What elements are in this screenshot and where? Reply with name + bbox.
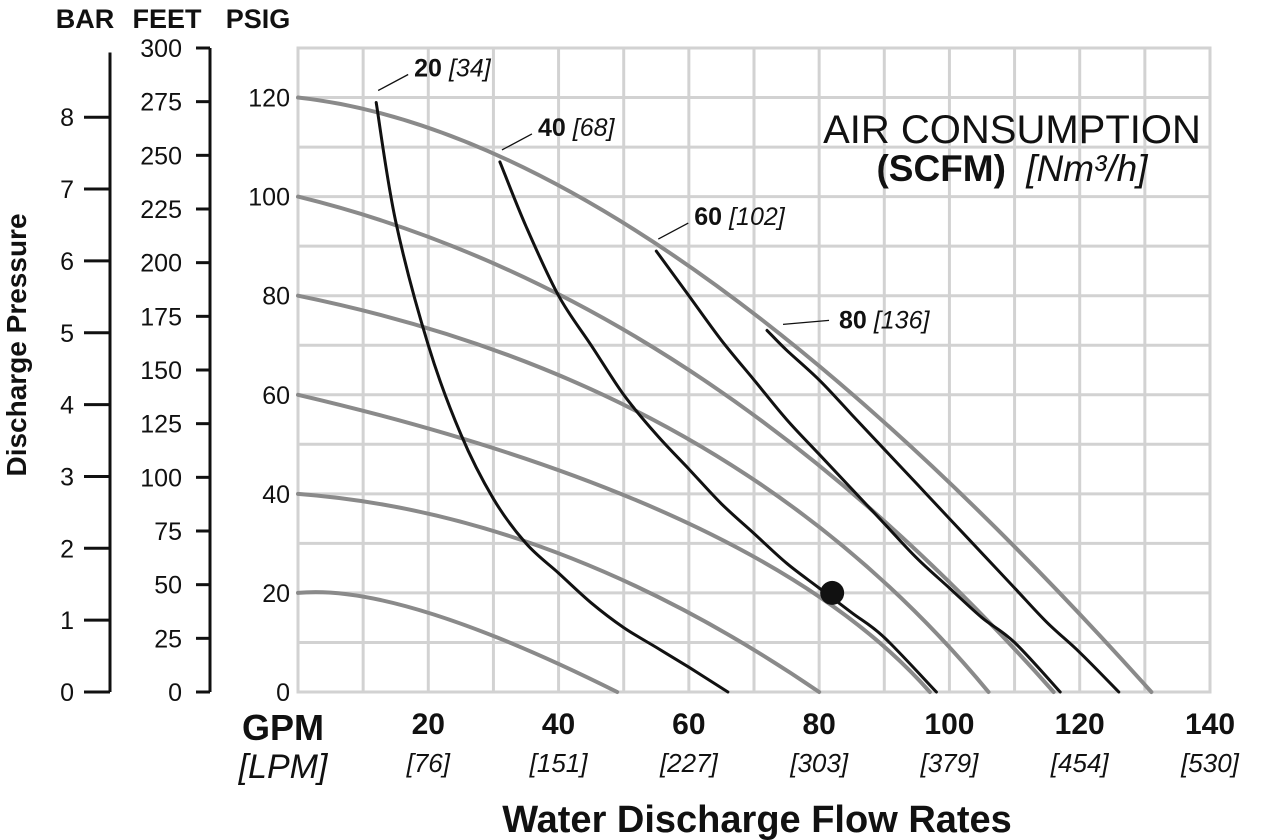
x-axis-title: Water Discharge Flow Rates	[502, 799, 1012, 840]
air-label-scfm: 40	[538, 114, 566, 142]
x-tick-label-gpm: 20	[412, 708, 445, 741]
bar-tick-label: 8	[60, 104, 74, 132]
x-tick-label-lpm: [151]	[529, 748, 589, 778]
air-curve-40	[498, 160, 938, 694]
pressure-curve	[296, 491, 822, 694]
air-label-nm3h: [136]	[873, 306, 931, 334]
pressure-curve	[296, 590, 620, 694]
chart-grid	[296, 46, 1212, 694]
air-label-60: 60 [102]	[694, 203, 785, 231]
psig-tick-label: 80	[262, 283, 290, 311]
pressure-curve	[296, 392, 932, 694]
feet-tick-label: 100	[140, 464, 182, 492]
feet-tick-label: 300	[140, 35, 182, 63]
psig-axis-header: PSIG	[226, 4, 291, 34]
bar-tick-label: 1	[60, 607, 74, 635]
plot-frame	[296, 46, 1212, 694]
bar-tick-label: 5	[60, 320, 74, 348]
air-label-scfm: 60	[694, 203, 722, 231]
bar-tick-label: 6	[60, 248, 74, 276]
air-label-leader	[657, 222, 689, 240]
feet-tick-label: 200	[140, 250, 182, 278]
x-unit-lpm: [LPM]	[238, 748, 329, 786]
bar-tick-label: 0	[60, 679, 74, 707]
psig-tick-label: 60	[262, 382, 290, 410]
feet-tick-label: 0	[168, 679, 182, 707]
psig-tick-label: 120	[248, 85, 290, 113]
y-axis-title: Discharge Pressure	[1, 213, 32, 476]
feet-tick-label: 275	[140, 89, 182, 117]
air-label-20: 20 [34]	[414, 54, 492, 82]
psig-tick-label: 40	[262, 481, 290, 509]
air-label-nm3h: [102]	[728, 203, 786, 231]
feet-tick-label: 250	[140, 142, 182, 170]
bar-tick-label: 3	[60, 463, 74, 491]
x-tick-label-lpm: [379]	[920, 748, 980, 778]
air-label-leader	[501, 133, 533, 151]
bar-tick-label: 7	[60, 176, 74, 204]
psig-tick-label: 100	[248, 184, 290, 212]
x-tick-label-gpm: 40	[542, 708, 575, 741]
air-curve-20	[374, 101, 730, 694]
x-tick-label-gpm: 60	[672, 708, 705, 741]
pressure-curves	[296, 95, 1154, 694]
legend-unit-nm3h: [Nm³/h]	[1025, 148, 1148, 189]
bar-tick-label: 2	[60, 535, 74, 563]
feet-tick-label: 25	[154, 625, 182, 653]
air-consumption-curves: 20 [34] 40 [68] 60 [102] 80 [136]	[374, 54, 1121, 694]
legend-subtitle: (SCFM) [Nm³/h]	[876, 148, 1148, 189]
x-unit-gpm: GPM	[242, 707, 324, 748]
air-curve-60	[654, 249, 1062, 694]
air-label-scfm: 80	[839, 306, 867, 334]
air-label-nm3h: [34]	[448, 54, 492, 82]
feet-tick-label: 150	[140, 357, 182, 385]
feet-tick-label: 175	[140, 303, 182, 331]
bar-axis-header: BAR	[56, 4, 115, 34]
x-tick-label-lpm: [454]	[1050, 748, 1110, 778]
x-tick-label-gpm: 80	[802, 708, 835, 741]
pressure-curve	[296, 194, 1056, 694]
psig-tick-label: 20	[262, 580, 290, 608]
psig-tick-label: 0	[276, 679, 290, 707]
x-tick-label-lpm: [76]	[406, 748, 451, 778]
chart-axes: 0204060801001200255075100125150175200225…	[60, 35, 1240, 778]
operating-point-marker	[820, 580, 845, 605]
feet-tick-label: 50	[154, 572, 182, 600]
pressure-curve	[296, 293, 991, 694]
x-tick-label-gpm: 100	[924, 708, 974, 741]
air-label-scfm: 20	[414, 54, 442, 82]
air-label-40: 40 [68]	[538, 114, 616, 142]
air-label-leader	[377, 73, 409, 92]
air-curve-80	[765, 328, 1121, 694]
feet-tick-label: 225	[140, 196, 182, 224]
pressure-curve	[296, 95, 1154, 694]
bar-tick-label: 4	[60, 392, 74, 420]
feet-tick-label: 125	[140, 411, 182, 439]
legend-unit-scfm: (SCFM)	[876, 148, 1005, 189]
air-label-nm3h: [68]	[572, 114, 616, 142]
x-tick-label-gpm: 140	[1185, 708, 1235, 741]
feet-tick-label: 75	[154, 518, 182, 546]
legend-title: AIR CONSUMPTION	[823, 108, 1201, 152]
feet-axis-header: FEET	[132, 4, 202, 34]
air-label-80: 80 [136]	[839, 306, 930, 334]
x-tick-label-lpm: [303]	[789, 748, 849, 778]
x-tick-label-lpm: [530]	[1180, 748, 1240, 778]
air-label-leader	[782, 319, 830, 326]
x-tick-label-gpm: 120	[1055, 708, 1105, 741]
x-tick-label-lpm: [227]	[659, 748, 719, 778]
